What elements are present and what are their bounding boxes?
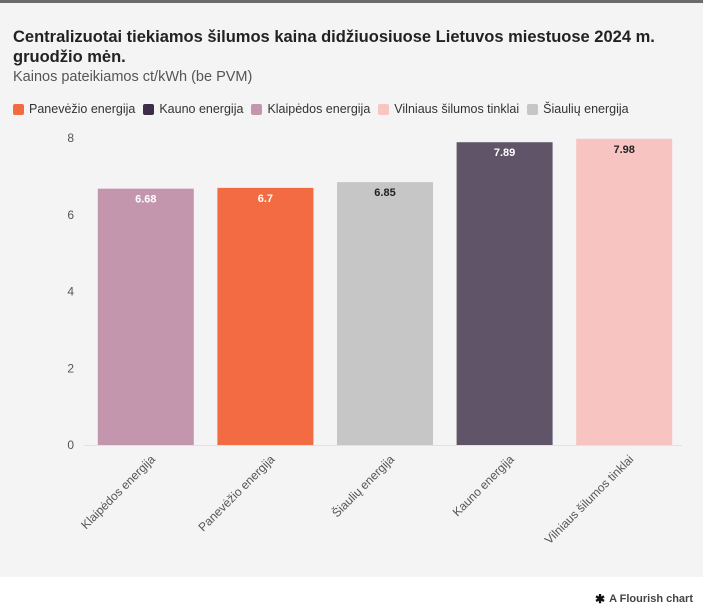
y-tick-label: 6 xyxy=(67,208,74,222)
y-tick-label: 2 xyxy=(67,361,74,375)
x-tick-label: Panevėžio energija xyxy=(195,452,277,534)
bar xyxy=(217,187,314,445)
bar xyxy=(456,142,553,445)
bar-value-label: 7.98 xyxy=(613,144,634,156)
bar-value-label: 6.68 xyxy=(135,194,156,206)
y-tick-label: 8 xyxy=(67,131,74,145)
x-tick-label: Šiaulių energija xyxy=(328,451,397,520)
bar-value-label: 6.85 xyxy=(374,187,395,199)
legend-item-siauliu[interactable]: Šiaulių energija xyxy=(527,102,629,116)
bar-value-label: 7.89 xyxy=(494,147,515,159)
legend-swatch xyxy=(13,103,24,115)
x-tick-label: Klaipėdos energija xyxy=(78,452,158,532)
flourish-star-icon: ✱ xyxy=(595,592,606,606)
legend-swatch xyxy=(251,103,263,115)
legend-swatch xyxy=(143,103,155,115)
bar xyxy=(576,138,673,445)
legend-item-panevezio[interactable]: Panevėžio energija xyxy=(13,102,135,116)
legend-label: Vilniaus šilumos tinklai xyxy=(394,102,520,116)
credit-text: A Flourish chart xyxy=(609,593,693,605)
legend-label: Klaipėdos energija xyxy=(267,102,371,116)
legend-label: Šiaulių energija xyxy=(543,102,629,116)
top-border xyxy=(0,0,703,3)
legend: Panevėžio energija Kauno energija Klaipė… xyxy=(13,99,637,119)
chart-subtitle: Kainos pateikiamos ct/kWh (be PVM) xyxy=(13,69,253,85)
legend-item-klaipedos[interactable]: Klaipėdos energija xyxy=(251,102,370,116)
legend-swatch xyxy=(378,103,390,115)
legend-swatch xyxy=(527,103,539,115)
legend-label: Kauno energija xyxy=(159,102,244,116)
flourish-credit[interactable]: ✱ A Flourish chart xyxy=(595,592,693,606)
x-tick-label: Kauno energija xyxy=(450,452,517,519)
y-tick-label: 4 xyxy=(67,285,74,299)
legend-label: Panevėžio energija xyxy=(29,102,136,116)
y-tick-label: 0 xyxy=(67,438,74,452)
x-tick-label: Vilniaus šilumos tinklai xyxy=(542,452,637,547)
legend-item-kauno[interactable]: Kauno energija xyxy=(143,102,243,116)
bar-chart: 0 2 4 6 8 6.68 Klaipėdos energija 6.7 Panevėžio … xyxy=(67,131,682,547)
chart-title: Centralizuotai tiekiamos šilumos kaina d… xyxy=(13,28,655,66)
legend-item-vilniaus[interactable]: Vilniaus šilumos tinklai xyxy=(378,102,519,116)
bar-value-label: 6.7 xyxy=(258,193,273,205)
bar xyxy=(97,188,194,445)
bar xyxy=(337,182,433,445)
